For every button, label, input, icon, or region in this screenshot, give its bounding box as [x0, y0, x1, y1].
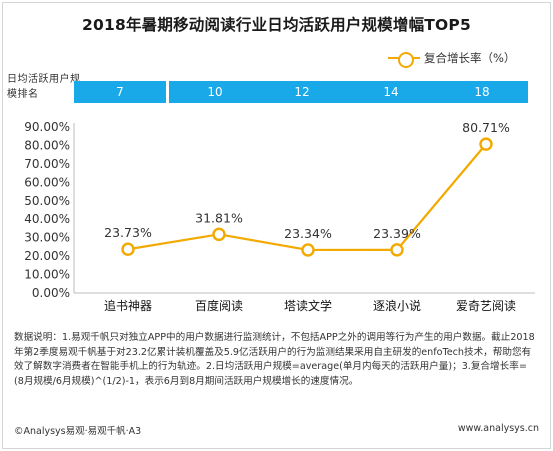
rank-cell: 7 — [74, 81, 166, 103]
data-point — [390, 243, 404, 257]
data-point — [212, 227, 226, 242]
footer-source: ©Analysys易观·易观千帆·A3 — [14, 426, 142, 437]
x-category-label: 百度阅读 — [195, 298, 243, 313]
data-label: 23.39% — [373, 226, 421, 241]
legend-marker-icon — [388, 50, 420, 68]
y-tick-label: 0.00% — [32, 286, 70, 300]
y-tick-label: 90.00% — [24, 120, 70, 134]
y-tick-label: 30.00% — [24, 231, 70, 245]
y-tick-label: 80.00% — [24, 138, 70, 152]
y-tick-label: 50.00% — [24, 194, 70, 208]
y-tick-label: 60.00% — [24, 175, 70, 189]
data-point — [479, 137, 493, 151]
y-tick-label: 40.00% — [24, 212, 70, 226]
data-point — [301, 243, 315, 257]
y-tick-label: 70.00% — [24, 157, 70, 171]
x-category-label: 塔读文学 — [284, 298, 332, 313]
rank-cell: 14 — [345, 81, 437, 103]
data-label: 80.71% — [462, 120, 510, 135]
legend: 复合增长率（%） — [388, 50, 516, 68]
rank-row-label: 日均活跃用户规模排名 — [7, 74, 81, 100]
data-label: 23.34% — [284, 226, 332, 241]
data-note: 数据说明：1.易观千帆只对独立APP中的用户数据进行监测统计，不包括APP之外的… — [14, 332, 535, 387]
data-point — [121, 242, 135, 256]
rank-cell: 18 — [436, 81, 528, 103]
y-tick-label: 10.00% — [24, 268, 70, 282]
rank-cell: 12 — [256, 81, 348, 103]
data-label: 31.81% — [195, 210, 243, 225]
footer-website: www.analysys.cn — [457, 423, 539, 434]
legend-label: 复合增长率（%） — [424, 51, 516, 65]
data-label: 23.73% — [104, 225, 152, 240]
y-tick-label: 20.00% — [24, 249, 70, 263]
x-category-label: 逐浪小说 — [373, 298, 421, 313]
x-category-label: 追书神器 — [104, 298, 152, 313]
chart-title: 2018年暑期移动阅读行业日均活跃用户规模增幅TOP5 — [82, 16, 471, 34]
x-category-label: 爱奇艺阅读 — [456, 299, 516, 313]
rank-cell: 10 — [169, 81, 261, 103]
